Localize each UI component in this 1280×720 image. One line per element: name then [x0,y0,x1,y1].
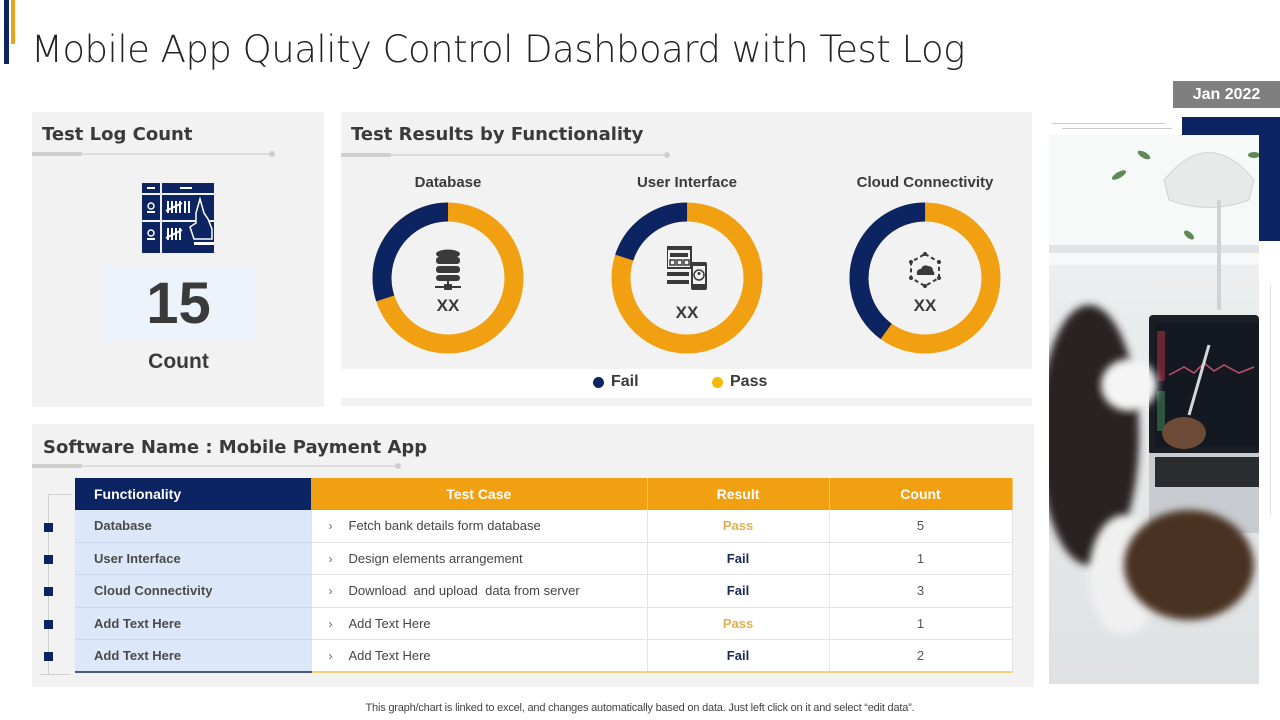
fail-dot-icon [593,376,604,388]
table-row: Cloud Connectivity › Download and upload … [75,574,1013,608]
cell-count: 5 [829,510,1013,543]
cell-count: 3 [829,574,1013,608]
cell-test-case: › Add Text Here [311,639,648,673]
tally-sheet-icon [142,183,214,253]
date-badge: Jan 2022 [1173,81,1280,108]
donut-label-user-interface: User Interface [636,174,738,191]
decorative-line [1270,285,1271,515]
row-bullet-icon [44,523,53,532]
cell-result: Fail [647,574,830,608]
cell-functionality: Cloud Connectivity [75,574,312,608]
ui-layout-icon [667,246,707,290]
test-case-text: Add Text Here [348,648,431,663]
cell-test-case: › Fetch bank details form database [311,510,648,543]
test-log-table: Functionality Test Case Result Count Dat… [75,478,1013,673]
table-row: Add Text Here › Add Text Here Pass 1 [75,607,1013,641]
donut-chart-cloud-connectivity[interactable] [849,202,1001,354]
legend-fail: Fail [593,373,639,391]
test-log-count: 15 [102,266,255,341]
table-row: Add Text Here › Add Text Here Fail 2 [75,639,1013,673]
donut-value-cloud-connectivity: XX [913,296,937,315]
legend-pass: Pass [712,373,767,391]
chevron-right-icon: › [328,519,333,534]
tree-line [40,674,70,675]
column-header-test-case: Test Case [311,478,648,510]
cell-count: 2 [829,639,1013,673]
chevron-right-icon: › [328,616,333,631]
footnote: This graph/chart is linked to excel, and… [365,702,915,714]
cell-functionality: Add Text Here [75,607,312,641]
cell-count: 1 [829,542,1013,576]
chevron-right-icon: › [328,584,333,599]
column-header-count: Count [829,478,1013,510]
database-server-icon [435,249,461,290]
cell-count: 1 [829,607,1013,641]
page-title: Mobile App Quality Control Dashboard wit… [31,28,965,71]
column-header-result: Result [647,478,830,510]
donut-value-user-interface: XX [675,303,699,322]
decorative-line [1052,123,1165,124]
cell-test-case: › Download and upload data from server [311,574,648,608]
row-bullet-icon [44,652,53,661]
cell-result: Fail [647,639,830,673]
table-header-row: Functionality Test Case Result Count [75,478,1013,510]
table-row: User Interface › Design elements arrangem… [75,542,1013,576]
legend-strip-shadow [341,398,1032,406]
legend-fail-label: Fail [611,373,639,390]
row-bullet-icon [44,620,53,629]
test-results-title: Test Results by Functionality [351,124,644,145]
cell-result: Pass [647,607,830,641]
test-case-text: Download and upload data from server [348,583,580,599]
test-case-text: Fetch bank details form database [348,518,541,534]
test-case-text: Add Text Here [348,615,431,631]
donut-chart-database[interactable] [372,202,524,354]
row-bullet-icon [44,587,53,596]
accent-bar [4,0,9,64]
donut-label-cloud-connectivity: Cloud Connectivity [856,174,994,191]
row-bullet-icon [44,555,53,564]
cloud-network-icon [909,252,941,288]
cell-test-case: › Design elements arrangement [311,542,648,576]
cell-test-case: › Add Text Here [311,607,648,641]
tree-line [48,494,49,674]
column-header-functionality: Functionality [75,478,311,510]
office-photo [1049,135,1259,684]
chevron-right-icon: › [328,552,333,567]
title-underline [341,152,670,158]
legend-pass-label: Pass [730,373,768,390]
tree-line [48,494,72,495]
donut-value-database: XX [436,296,460,315]
donut-label-database: Database [414,174,482,191]
cell-functionality: Add Text Here [75,639,312,673]
chevron-right-icon: › [328,649,333,663]
test-log-panel [32,112,324,407]
cell-result: Fail [647,542,830,576]
legend-strip [341,370,1032,397]
test-case-text: Design elements arrangement [348,551,523,567]
cell-result: Pass [647,510,830,543]
cell-functionality: Database [75,510,312,543]
test-log-title: Test Log Count [42,124,193,145]
title-underline [32,151,275,157]
cell-functionality: User Interface [75,542,312,576]
table-row: Database › Fetch bank details form databa… [75,510,1013,543]
title-underline [32,463,401,469]
accent-bar [11,0,15,44]
pass-dot-icon [712,376,723,388]
test-log-count-label: Count [148,350,209,373]
donut-chart-user-interface[interactable] [611,202,763,354]
decorative-line [1062,128,1172,129]
software-title: Software Name : Mobile Payment App [43,437,428,458]
